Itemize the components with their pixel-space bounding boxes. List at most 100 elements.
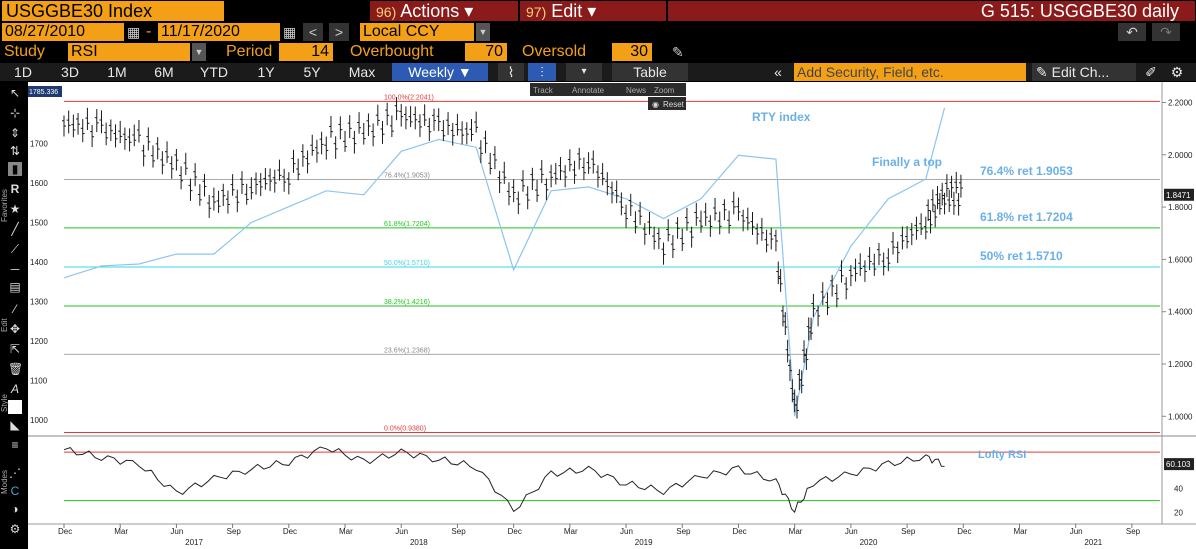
news-button[interactable]: News xyxy=(626,86,646,95)
fib-level-label: 76.4%(1.9053) xyxy=(384,173,430,180)
brush-icon[interactable]: ⁄ xyxy=(13,302,16,316)
cursor-icon[interactable]: ↖ xyxy=(9,86,21,100)
finally-top-annotation: Finally a top xyxy=(872,155,942,169)
x-axis-month-tick: Mar xyxy=(339,527,353,536)
edit-menu[interactable]: 97) Edit ▾ xyxy=(520,1,666,21)
star-icon[interactable]: ★ xyxy=(9,202,21,216)
x-axis-month-tick: Sep xyxy=(227,527,242,536)
select-icon[interactable]: ⇱ xyxy=(9,342,21,356)
right-axis-tick: 1.8000 xyxy=(1168,203,1193,212)
modes-label: Modes xyxy=(0,469,9,494)
dotted-line-icon[interactable]: ⋰ xyxy=(9,466,21,480)
chevron-down-icon[interactable]: ▼ xyxy=(192,43,206,61)
reset-button[interactable]: Reset xyxy=(663,100,685,109)
oversold-label: Oversold xyxy=(522,43,587,60)
bar-chart-icon[interactable]: ⫶ xyxy=(528,63,556,81)
frequency-select[interactable]: Weekly ▼ xyxy=(392,63,488,81)
period-max[interactable]: Max xyxy=(348,64,376,80)
oversold-input[interactable]: 30 xyxy=(612,43,652,61)
redo-icon[interactable]: ↷ xyxy=(1152,23,1180,41)
channel-icon[interactable]: ▤ xyxy=(9,280,21,294)
period-input[interactable]: 14 xyxy=(279,43,333,61)
left-axis-tick: 1500 xyxy=(30,218,48,227)
edit-side-label: Edit xyxy=(0,318,9,332)
gear-icon[interactable]: ⚙ xyxy=(1170,64,1184,80)
x-axis-month-tick: Mar xyxy=(114,527,128,536)
x-axis-month-tick: Jun xyxy=(1070,527,1083,536)
chevron-down-icon[interactable]: ▾ xyxy=(566,63,602,81)
line-chart-icon[interactable]: ⌇ xyxy=(498,63,524,81)
prev-arrow-icon[interactable]: < xyxy=(303,23,323,41)
line-tool-icon[interactable]: ╱ xyxy=(11,222,19,236)
diagonal-tool-icon[interactable]: ⟋ xyxy=(10,242,20,256)
title-bar: USGGBE30 Index 96) Actions ▾ 97) Edit ▾ … xyxy=(0,0,1196,22)
zoom-button[interactable]: Zoom xyxy=(654,86,675,95)
text-a-icon[interactable]: A xyxy=(10,382,19,396)
chart-area[interactable]: 100.0%(2.2041) 76.4%(1.9053) 61.8%(1.7204)… xyxy=(28,82,1196,549)
edit-label: Edit ▾ xyxy=(551,1,597,21)
calendar-icon[interactable]: ▦ xyxy=(127,24,141,40)
x-axis-year-tick: 2017 xyxy=(185,538,203,547)
undo-icon[interactable]: ↶ xyxy=(1118,23,1146,41)
hline-icon[interactable]: ─ xyxy=(10,262,20,276)
edit-icon[interactable]: ✐ xyxy=(1145,64,1157,80)
edit-chart-button[interactable]: ✎ Edit Ch... xyxy=(1032,63,1136,81)
period-label: Period xyxy=(226,43,273,60)
period-5y[interactable]: 5Y xyxy=(303,64,321,80)
table-button[interactable]: Table xyxy=(612,63,688,81)
fib-level-label: 61.8%(1.7204) xyxy=(384,221,430,228)
period-6m[interactable]: 6M xyxy=(154,64,174,80)
rsi-last-value-bg xyxy=(1164,458,1194,471)
x-axis-year-tick: 2018 xyxy=(410,538,428,547)
x-axis-month-tick: Jun xyxy=(170,527,183,536)
gear-icon[interactable]: ⚙ xyxy=(9,522,21,536)
bars-icon[interactable]: ▮ xyxy=(8,162,22,176)
rsi-last-value: 60.103 xyxy=(1166,460,1191,469)
end-date-field[interactable]: 11/17/2020 xyxy=(158,23,280,41)
next-arrow-icon[interactable]: > xyxy=(329,23,349,41)
ticker-field[interactable]: USGGBE30 Index xyxy=(2,1,224,21)
pencil-icon[interactable]: ✎ xyxy=(672,44,684,60)
color-swatch-icon[interactable] xyxy=(8,400,22,414)
actions-number: 96) xyxy=(376,4,397,20)
x-axis-month-tick: Dec xyxy=(508,527,522,536)
annotate-button[interactable]: Annotate xyxy=(572,86,605,95)
trash-icon[interactable]: 🗑 xyxy=(8,362,24,376)
date-range-row: 08/27/2010 ▦ - 11/17/2020 ▦ < > Local CC… xyxy=(0,23,1196,43)
trend-icon[interactable]: ⇅ xyxy=(9,144,21,158)
x-axis-month-tick: Jun xyxy=(620,527,633,536)
pencil-icon: ✎ xyxy=(1036,64,1048,80)
x-axis-month-tick: Mar xyxy=(1013,527,1027,536)
fill-icon[interactable]: ◣ xyxy=(10,418,20,432)
overbought-input[interactable]: 70 xyxy=(465,43,507,61)
track-button[interactable]: Track xyxy=(533,86,554,95)
text-r-icon[interactable]: R xyxy=(10,182,20,196)
add-security-input[interactable]: Add Security, Field, etc. xyxy=(794,63,1026,81)
move-icon[interactable]: ✥ xyxy=(9,322,21,336)
link-icon[interactable]: C xyxy=(10,484,20,498)
x-axis-month-tick: Jun xyxy=(395,527,408,536)
actions-menu[interactable]: 96) Actions ▾ xyxy=(370,1,518,21)
chevron-down-icon[interactable]: ▼ xyxy=(476,23,490,41)
ruler-icon[interactable]: ⇕ xyxy=(9,126,21,140)
currency-select[interactable]: Local CCY xyxy=(360,23,474,41)
study-select[interactable]: RSI xyxy=(68,43,190,61)
last-value-right-bg xyxy=(1164,188,1194,201)
overbought-label: Overbought xyxy=(350,43,434,60)
collapse-icon[interactable]: « xyxy=(774,64,782,80)
period-ytd[interactable]: YTD xyxy=(200,64,228,80)
crosshair-icon[interactable]: ⊹ xyxy=(9,106,21,120)
line-style-icon[interactable]: ≡ xyxy=(11,438,19,452)
period-3d[interactable]: 3D xyxy=(61,64,79,80)
calendar-icon[interactable]: ▦ xyxy=(283,24,297,40)
period-1d[interactable]: 1D xyxy=(14,64,32,80)
period-1m[interactable]: 1M xyxy=(107,64,127,80)
palette-icon[interactable]: ◑ xyxy=(11,502,19,516)
floating-toolbar-bg xyxy=(530,83,686,96)
left-axis-tick: 1200 xyxy=(30,337,48,346)
last-value-left-bg xyxy=(28,86,62,97)
start-date-field[interactable]: 08/27/2010 xyxy=(2,23,124,41)
period-1y[interactable]: 1Y xyxy=(257,64,275,80)
floating-toolbar[interactable]: Track Annotate News Zoom ◉ Reset xyxy=(530,83,686,110)
